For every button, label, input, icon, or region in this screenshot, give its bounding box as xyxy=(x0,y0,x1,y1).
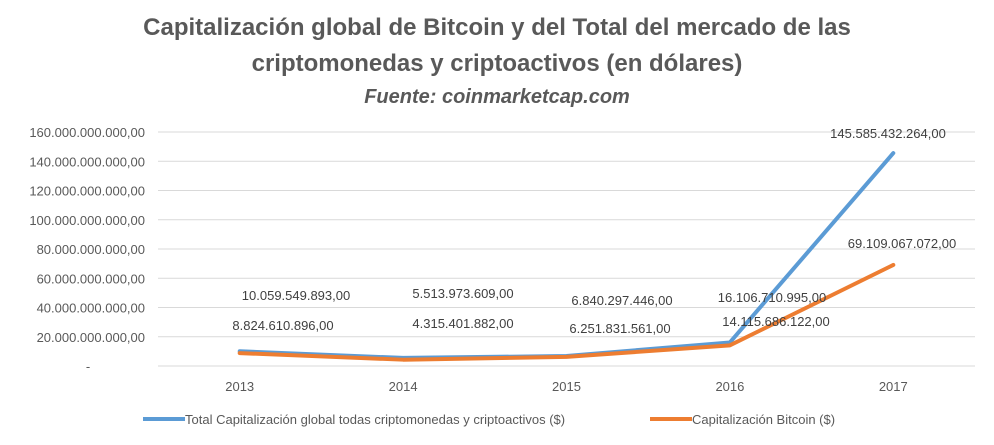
data-label: 5.513.973.609,00 xyxy=(412,286,513,301)
data-label: 16.106.710.995,00 xyxy=(718,290,826,305)
y-tick-label: 80.000.000.000,00 xyxy=(37,242,145,257)
data-label: 4.315.401.882,00 xyxy=(412,316,513,331)
y-tick-label: 20.000.000.000,00 xyxy=(37,330,145,345)
chart-subtitle: Fuente: coinmarketcap.com xyxy=(364,86,630,108)
data-label: 69.109.067.072,00 xyxy=(848,236,956,251)
data-label: 8.824.610.896,00 xyxy=(232,318,333,333)
chart-title-line-1: Capitalización global de Bitcoin y del T… xyxy=(143,14,851,41)
y-tick-label: 160.000.000.000,00 xyxy=(29,125,145,140)
y-tick-label: - xyxy=(86,359,90,374)
legend-label-1: Total Capitalización global todas cripto… xyxy=(185,412,565,427)
y-tick-label: 40.000.000.000,00 xyxy=(37,301,145,316)
y-tick-label: 60.000.000.000,00 xyxy=(37,271,145,286)
x-tick-label: 2015 xyxy=(552,379,581,394)
x-tick-label: 2014 xyxy=(389,379,418,394)
data-label: 6.840.297.446,00 xyxy=(571,293,672,308)
data-label: 145.585.432.264,00 xyxy=(830,126,946,141)
y-tick-label: 100.000.000.000,00 xyxy=(29,213,145,228)
x-tick-label: 2013 xyxy=(225,379,254,394)
data-label: 10.059.549.893,00 xyxy=(242,288,350,303)
legend-label-2: Capitalización Bitcoin ($) xyxy=(692,412,835,427)
y-tick-label: 120.000.000.000,00 xyxy=(29,184,145,199)
series-line-2 xyxy=(237,262,896,362)
x-tick-label: 2016 xyxy=(715,379,744,394)
data-label: 14.115.686.122,00 xyxy=(722,314,829,329)
x-tick-label: 2017 xyxy=(879,379,908,394)
y-tick-label: 140.000.000.000,00 xyxy=(29,154,145,169)
chart-title-line-2: criptomonedas y criptoactivos (en dólare… xyxy=(251,50,743,77)
data-label: 6.251.831.561,00 xyxy=(569,321,670,336)
